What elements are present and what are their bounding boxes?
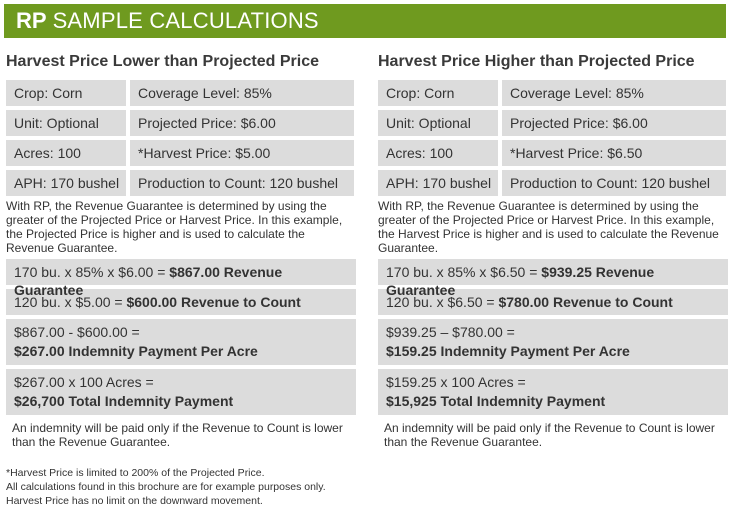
calc-expression: $267.00 x 100 Acres =: [14, 374, 154, 390]
indemnity-per-acre-calc: $939.25 – $780.00 = $159.25 Indemnity Pa…: [378, 319, 728, 365]
column-title: Harvest Price Lower than Projected Price: [6, 53, 320, 70]
revenue-guarantee-calc: 170 bu. x 85% x $6.50 = $939.25 Revenue …: [378, 259, 728, 298]
calc-expression: 170 bu. x 85% x $6.50 =: [386, 264, 542, 280]
revenue-guarantee-calc: 170 bu. x 85% x $6.00 = $867.00 Revenue …: [6, 259, 356, 298]
indemnity-per-acre-calc: $867.00 - $600.00 = $267.00 Indemnity Pa…: [6, 319, 356, 365]
revenue-to-count-calc: 120 bu. x $6.50 = $780.00 Revenue to Cou…: [378, 289, 728, 315]
aph-cell: APH: 170 bushel: [6, 170, 126, 196]
revenue-to-count-calc: 120 bu. x $5.00 = $600.00 Revenue to Cou…: [6, 289, 356, 315]
calc-expression: $867.00 - $600.00 =: [14, 324, 140, 340]
unit-cell: Unit: Optional: [6, 110, 126, 136]
title-banner: RP SAMPLE CALCULATIONS: [4, 4, 726, 38]
calc-result: $15,925 Total Indemnity Payment: [386, 393, 606, 409]
coverage-cell: Coverage Level: 85%: [502, 80, 726, 106]
crop-cell: Crop: Corn: [378, 80, 498, 106]
column-harvest-higher: Harvest Price Higher than Projected Pric…: [378, 50, 728, 449]
crop-cell: Crop: Corn: [6, 80, 126, 106]
unit-cell: Unit: Optional: [378, 110, 498, 136]
calc-expression: 170 bu. x 85% x $6.00 =: [14, 264, 170, 280]
calc-expression: 120 bu. x $6.50 =: [386, 294, 499, 310]
calc-result: $780.00 Revenue to Count: [498, 294, 673, 310]
harvest-price-cell: *Harvest Price: $5.00: [130, 140, 354, 166]
total-indemnity-calc: $267.00 x 100 Acres = $26,700 Total Inde…: [6, 369, 356, 415]
calc-expression: $159.25 x 100 Acres =: [386, 374, 526, 390]
calc-expression: 120 bu. x $5.00 =: [14, 294, 127, 310]
footnote-example-purposes: All calculations found in this brochure …: [6, 481, 326, 493]
footnotes: *Harvest Price is limited to 200% of the…: [6, 466, 366, 508]
column-title: Harvest Price Higher than Projected Pric…: [378, 53, 695, 70]
explanation-note: With RP, the Revenue Guarantee is determ…: [378, 199, 719, 255]
banner-title: SAMPLE CALCULATIONS: [52, 8, 319, 33]
calc-result: $26,700 Total Indemnity Payment: [14, 393, 234, 409]
acres-cell: Acres: 100: [378, 140, 498, 166]
explanation-note: With RP, the Revenue Guarantee is determ…: [6, 199, 343, 255]
inputs-grid: Crop: Corn Coverage Level: 85% Unit: Opt…: [378, 80, 728, 196]
inputs-grid: Crop: Corn Coverage Level: 85% Unit: Opt…: [6, 80, 356, 196]
projected-price-cell: Projected Price: $6.00: [130, 110, 354, 136]
total-indemnity-calc: $159.25 x 100 Acres = $15,925 Total Inde…: [378, 369, 728, 415]
footnote-downward-movement: Harvest Price has no limit on the downwa…: [6, 495, 263, 507]
projected-price-cell: Projected Price: $6.00: [502, 110, 726, 136]
aph-cell: APH: 170 bushel: [378, 170, 498, 196]
calc-expression: $939.25 – $780.00 =: [386, 324, 515, 340]
production-cell: Production to Count: 120 bushel: [502, 170, 726, 196]
banner-prefix: RP: [16, 8, 47, 33]
footnote-harvest-limit: *Harvest Price is limited to 200% of the…: [6, 467, 265, 479]
harvest-price-cell: *Harvest Price: $6.50: [502, 140, 726, 166]
coverage-cell: Coverage Level: 85%: [130, 80, 354, 106]
production-cell: Production to Count: 120 bushel: [130, 170, 354, 196]
calc-result: $600.00 Revenue to Count: [126, 294, 301, 310]
column-harvest-lower: Harvest Price Lower than Projected Price…: [6, 50, 356, 449]
calc-result: $267.00 Indemnity Payment Per Acre: [14, 343, 258, 359]
calc-result: $159.25 Indemnity Payment Per Acre: [386, 343, 630, 359]
indemnity-note: An indemnity will be paid only if the Re…: [12, 421, 343, 449]
indemnity-note: An indemnity will be paid only if the Re…: [384, 421, 715, 449]
acres-cell: Acres: 100: [6, 140, 126, 166]
